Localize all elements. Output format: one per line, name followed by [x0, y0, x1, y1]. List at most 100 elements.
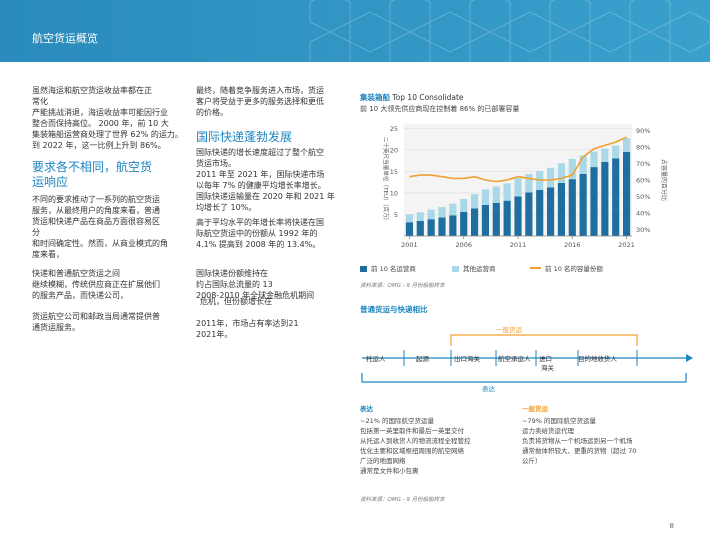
flow-step-air-carrier: 航空承运人: [498, 354, 531, 363]
bar-other: [568, 158, 576, 180]
container-capacity-chart: 25 20 15 10 5 90% 80% 70% 60% 50% 40% 30% 二十英尺当量单位（T…: [382, 124, 668, 249]
bar-other: [427, 209, 435, 220]
bar-other: [405, 214, 414, 223]
y-left-tick-label: 5: [394, 211, 398, 219]
general-item: 负责将货物从一个机场运到另一个机场: [522, 437, 633, 445]
express-list-title: 表达: [360, 405, 373, 413]
middle-paragraph-4a: 国际快递份额维持在 约占国际总流量的 13 2008-2010 年全球金融危机期…: [196, 269, 315, 300]
x-tick-label: 2001: [401, 241, 418, 249]
chart-title-rest: Top 10 Consolidate: [392, 93, 464, 102]
express-label: 表达: [482, 384, 496, 393]
bar-other: [470, 194, 479, 209]
flow-step-import-customs: 进口海关: [539, 355, 555, 372]
comparison-title: 普通货运与快递相比: [360, 305, 428, 314]
bar-other: [449, 203, 457, 216]
bar-top10: [416, 220, 424, 236]
y-right-tick-label: 60%: [636, 177, 650, 185]
bar-other: [622, 138, 631, 152]
express-item: ~21% 的国际航空货运量: [360, 417, 434, 425]
express-item: 优化主要和区域枢纽周围的航空网络: [360, 447, 464, 455]
y-left-tick-label: 10: [390, 189, 398, 197]
left-paragraph-3: 快递和普通航空货运之间 继续模糊，传统供应商正在扩展他们 的服务产品，而快递公司…: [32, 269, 160, 300]
express-item: 广泛的地面网络: [360, 457, 406, 465]
bar-other: [525, 173, 533, 193]
bar-top10: [525, 192, 533, 236]
bar-top10: [612, 158, 620, 236]
bar-top10: [470, 208, 479, 236]
x-tick-label: 2021: [618, 241, 635, 249]
bar-top10: [536, 189, 544, 236]
flow-step-origin: 起源: [416, 354, 430, 363]
y-right-tick-label: 30%: [636, 226, 650, 234]
x-tick-label: 2011: [510, 241, 527, 249]
bar-other: [557, 163, 566, 184]
legend-swatch-top10: [360, 266, 367, 272]
bar-other: [590, 151, 598, 168]
y-right-tick-label: 90%: [636, 127, 650, 135]
x-tick-label: 2006: [455, 241, 472, 249]
bar-top10: [514, 196, 522, 236]
middle-column: 最终，随着竞争服务进入市场，货运 客户将受益于更多的服务选择和更低 的价格。 国…: [196, 85, 348, 340]
chart-source: 资料来源：OMG - 9 月份船舶样本: [360, 283, 445, 289]
y-right-tick-label: 70%: [636, 160, 650, 168]
bar-other: [481, 189, 490, 205]
express-item: 通常是文件和小包裹: [360, 467, 419, 475]
left-paragraph-1: 虽然海运和航空货运收益率都在正 常化 产能挑战消退，海运收益率可能因行业 整合而…: [32, 86, 183, 150]
bar-other: [514, 178, 522, 197]
bar-other: [416, 212, 424, 221]
bar-top10: [579, 173, 587, 236]
legend-item-other: 其他运营商: [452, 263, 496, 273]
general-cargo-bracket: [450, 334, 638, 346]
y-left-tick-label: 15: [390, 168, 398, 176]
bar-top10: [601, 161, 609, 236]
middle-paragraph-1: 最终，随着竞争服务进入市场，货运 客户将受益于更多的服务选择和更低 的价格。: [196, 86, 324, 117]
chart-subtitle: 前 10 大领先供应商现在控制着 86% 的已部署容量: [360, 105, 520, 113]
bar-top10: [590, 167, 598, 236]
bar-top10: [622, 152, 631, 236]
left-column: 虽然海运和航空货运收益率都在正 常化 产能挑战消退，海运收益率可能因行业 整合而…: [32, 85, 192, 333]
bar-other: [460, 198, 468, 212]
hexagon-pattern-decoration: [309, 0, 710, 62]
bar-top10: [568, 179, 576, 236]
bar-other: [438, 207, 446, 218]
y-left-tick-label: 25: [390, 125, 398, 133]
bar-top10: [557, 183, 566, 236]
y-right-axis-label: 占容量的百分比: [660, 159, 668, 201]
express-list: 表达 ~21% 的国际航空货运量 包括第一英里取件和最后一英里交付 从托运人到收…: [360, 404, 520, 476]
express-item: 包括第一英里取件和最后一英里交付: [360, 427, 464, 435]
bar-other: [492, 186, 500, 203]
left-paragraph-2: 不同的要求推动了一系列的航空货运 服务，从最终用户的角度来看，普通 货运和快递产…: [32, 195, 168, 259]
middle-heading: 国际快递蓬勃发展: [196, 130, 293, 144]
middle-paragraph-2: 国际快递的增长速度超过了整个航空 货运市场。 2011 年至 2021 年，国际…: [196, 148, 335, 212]
cargo-flow-diagram: 一般货运 托运人 起源 出口海关 航空承运人 进口海关 目的地收货人 表达: [361, 325, 693, 393]
legend-label-other: 其他运营商: [463, 265, 496, 273]
bar-other: [612, 145, 620, 159]
legend-item-share: 前 10 名的容量份额: [530, 263, 603, 273]
general-cargo-list: 一般货运 ~79% 的国际航空货运量 运力卖给货运代理 负责将货物从一个机场运到…: [522, 404, 692, 466]
bar-other: [601, 148, 609, 162]
y-left-axis-label: 二十英尺当量单位（TEU）（百万）: [382, 137, 390, 224]
bar-other: [579, 155, 587, 174]
flow-step-shipper: 托运人: [366, 354, 386, 363]
bar-top10: [546, 187, 555, 236]
general-item: 运力卖给货运代理: [522, 427, 574, 435]
middle-paragraph-4c: 2011年，市场占有率达到21 2021年。: [196, 319, 299, 339]
general-cargo-label: 一般货运: [496, 325, 523, 334]
x-tick-label: 2016: [564, 241, 581, 249]
chart-title-label: 集装箱船: [360, 93, 390, 102]
page-number: 8: [669, 522, 674, 530]
middle-paragraph-3: 高于平均水平的年增长率将快递在国 际航空货运中的份额从 1992 年的 4.1%…: [196, 218, 324, 249]
legend-item-top10: 前 10 名运营商: [360, 263, 416, 273]
y-right-tick-label: 40%: [636, 209, 650, 217]
flow-step-consignee: 目的地收货人: [578, 354, 618, 363]
general-list-title: 一般货运: [522, 405, 548, 413]
bar-top10: [438, 217, 446, 236]
flow-arrow-head-icon: [686, 354, 693, 362]
legend-swatch-share: [530, 267, 541, 269]
general-item: 通常抛体积较大、更重的货物（超过 70 公斤）: [522, 447, 637, 465]
comparison-source: 资料来源：OMG - 9 月份船舶样本: [360, 497, 445, 503]
express-item: 从托运人到收货人的物流流程全程管控: [360, 437, 471, 445]
bar-top10: [481, 204, 490, 236]
bar-other: [503, 183, 511, 201]
legend-label-share: 前 10 名的容量份额: [545, 265, 603, 273]
